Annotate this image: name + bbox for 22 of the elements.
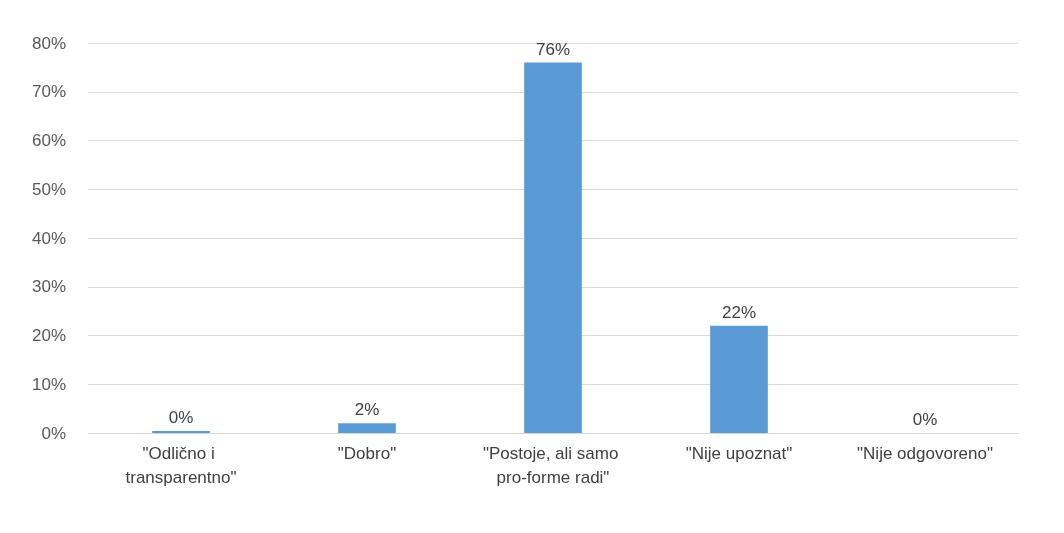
y-tick-label: 30% (31, 277, 66, 297)
x-tick-label: "Nije upoznat" (685, 443, 793, 463)
y-tick-label: 50% (31, 179, 66, 199)
x-tick-label: "Odlično i transparentno" (125, 443, 237, 487)
y-tick-label: 60% (31, 131, 66, 150)
x-tick-label: "Dobro" (337, 443, 397, 463)
bar (710, 325, 768, 433)
bar (524, 62, 582, 433)
x-tick-label: "Postoje, ali samo pro-forme radi" (482, 443, 624, 487)
x-tick-label: "Nije odgovoreno" (857, 443, 993, 463)
y-tick-label: 0% (41, 423, 66, 443)
y-tick-label: 10% (31, 374, 66, 394)
data-label: 22% (721, 302, 757, 322)
data-label: 76% (535, 39, 571, 59)
data-label: 0% (912, 410, 938, 429)
data-label: 0% (168, 408, 194, 428)
y-tick-label: 40% (31, 228, 66, 248)
y-tick-label: 70% (31, 82, 66, 102)
bar (338, 423, 396, 433)
y-tick-label: 80% (31, 33, 66, 53)
y-tick-label: 20% (31, 326, 66, 345)
data-label: 2% (354, 400, 380, 420)
